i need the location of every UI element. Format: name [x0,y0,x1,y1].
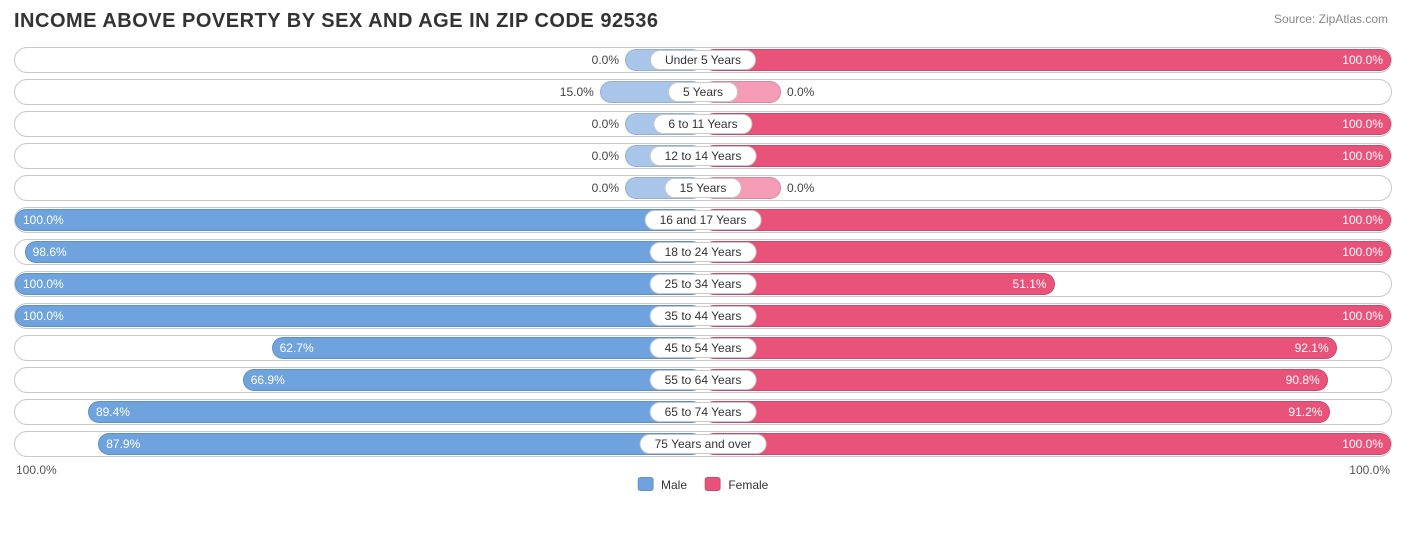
male-swatch-icon [638,477,654,491]
female-value: 90.8% [1286,368,1320,392]
category-label: 65 to 74 Years [650,402,757,422]
female-bar [703,49,1391,71]
female-value: 100.0% [1342,432,1383,456]
category-label: 5 Years [668,82,738,102]
axis-left-label: 100.0% [16,463,57,477]
male-value: 100.0% [23,272,64,296]
chart-title: INCOME ABOVE POVERTY BY SEX AND AGE IN Z… [14,10,1392,33]
female-value: 100.0% [1342,208,1383,232]
female-value: 100.0% [1342,48,1383,72]
male-value: 100.0% [23,304,64,328]
female-bar [703,305,1391,327]
male-bar [15,305,703,327]
male-value: 0.0% [592,176,619,200]
male-value: 98.6% [33,240,67,264]
category-label: 55 to 64 Years [650,370,757,390]
male-bar [25,241,703,263]
female-value: 100.0% [1342,112,1383,136]
male-value: 100.0% [23,208,64,232]
male-bar [98,433,703,455]
male-value: 0.0% [592,112,619,136]
chart-row: 98.6% 100.0% 18 to 24 Years [14,239,1392,265]
female-value: 91.2% [1288,400,1322,424]
category-label: 35 to 44 Years [650,306,757,326]
chart-row: 15.0% 0.0% 5 Years [14,79,1392,105]
legend-female: Female [705,477,768,492]
chart-row: 0.0% 100.0% 12 to 14 Years [14,143,1392,169]
male-value: 89.4% [96,400,130,424]
category-label: 45 to 54 Years [650,338,757,358]
female-value: 100.0% [1342,144,1383,168]
female-bar [703,209,1391,231]
legend-male-label: Male [661,478,687,492]
x-axis: 100.0% 100.0% [14,463,1392,477]
category-label: 12 to 14 Years [650,146,757,166]
female-value: 100.0% [1342,304,1383,328]
chart-row: 66.9% 90.8% 55 to 64 Years [14,367,1392,393]
chart-row: 62.7% 92.1% 45 to 54 Years [14,335,1392,361]
female-value: 100.0% [1342,240,1383,264]
diverging-bar-chart: 0.0% 100.0% Under 5 Years 15.0% 0.0% 5 Years 0… [14,47,1392,457]
chart-row: 100.0% 100.0% 16 and 17 Years [14,207,1392,233]
male-value: 87.9% [106,432,140,456]
male-bar [272,337,703,359]
chart-row: 100.0% 100.0% 35 to 44 Years [14,303,1392,329]
female-value: 0.0% [787,176,814,200]
male-bar [243,369,703,391]
legend: Male Female [638,477,769,492]
female-swatch-icon [705,477,721,491]
chart-row: 87.9% 100.0% 75 Years and over [14,431,1392,457]
female-value: 92.1% [1295,336,1329,360]
chart-row: 0.0% 100.0% Under 5 Years [14,47,1392,73]
female-value: 0.0% [787,80,814,104]
chart-row: 100.0% 51.1% 25 to 34 Years [14,271,1392,297]
female-bar [703,433,1391,455]
category-label: Under 5 Years [650,50,756,70]
category-label: 16 and 17 Years [645,210,762,230]
category-label: 15 Years [665,178,742,198]
male-value: 66.9% [251,368,285,392]
chart-row: 89.4% 91.2% 65 to 74 Years [14,399,1392,425]
chart-source: Source: ZipAtlas.com [1274,12,1388,26]
chart-row: 0.0% 100.0% 6 to 11 Years [14,111,1392,137]
female-bar [703,145,1391,167]
axis-right-label: 100.0% [1349,463,1390,477]
female-bar [703,401,1330,423]
male-value: 0.0% [592,144,619,168]
male-bar [15,209,703,231]
male-bar [15,273,703,295]
legend-male: Male [638,477,687,492]
category-label: 18 to 24 Years [650,242,757,262]
female-bar [703,337,1337,359]
female-bar [703,369,1328,391]
female-bar [703,241,1391,263]
chart-row: 0.0% 0.0% 15 Years [14,175,1392,201]
female-value: 51.1% [1013,272,1047,296]
category-label: 6 to 11 Years [653,114,752,134]
male-value: 0.0% [592,48,619,72]
legend-female-label: Female [728,478,768,492]
female-bar [703,113,1391,135]
male-bar [88,401,703,423]
category-label: 75 Years and over [640,434,767,454]
male-value: 15.0% [560,80,594,104]
male-value: 62.7% [280,336,314,360]
category-label: 25 to 34 Years [650,274,757,294]
